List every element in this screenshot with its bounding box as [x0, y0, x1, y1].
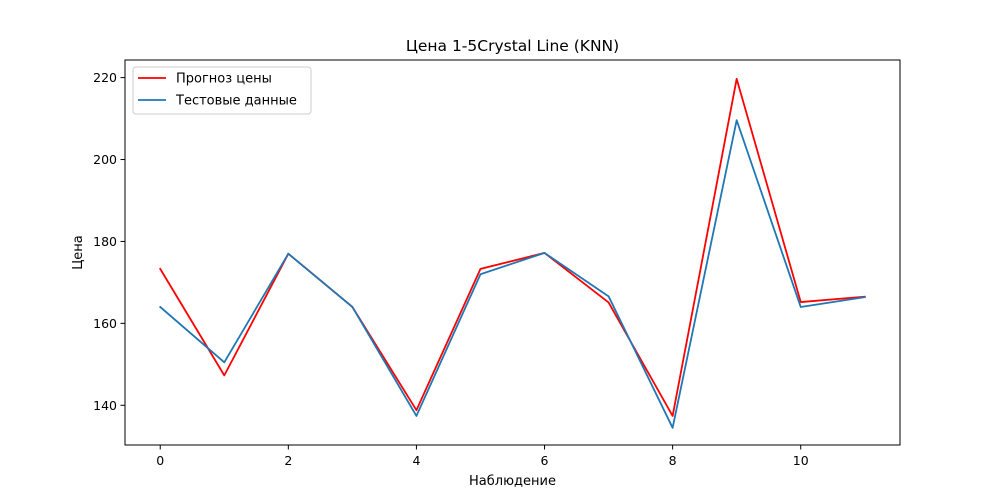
series-line-test-data [158, 119, 866, 429]
y-tick-label: 200 [93, 152, 117, 167]
x-tick-label: 2 [284, 453, 292, 468]
legend-box [132, 66, 312, 115]
x-tick-label: 8 [669, 453, 677, 468]
plot-area [124, 59, 901, 446]
legend-label-forecast: Прогноз цены [176, 72, 272, 87]
chart-title: Цена 1-5Crystal Line (KNN) [406, 37, 619, 55]
legend-label-test-data: Тестовые данные [175, 94, 297, 109]
y-tick-label: 140 [93, 398, 117, 413]
y-tick-label: 180 [93, 234, 117, 249]
x-tick-label: 4 [412, 453, 420, 468]
x-axis-ticks: 0 2 4 6 8 10 [156, 445, 809, 468]
series-lines [158, 77, 866, 429]
legend: Прогноз цены Тестовые данные [132, 66, 312, 115]
series-line-forecast [158, 77, 866, 417]
y-axis-label: Цена [71, 235, 86, 270]
y-axis-ticks: 140 160 180 200 220 [93, 70, 125, 413]
x-tick-label: 10 [793, 453, 809, 468]
x-axis-label: Наблюдение [469, 474, 556, 489]
x-tick-label: 0 [156, 453, 164, 468]
x-tick-label: 6 [541, 453, 549, 468]
y-tick-label: 160 [93, 316, 117, 331]
y-tick-label: 220 [93, 70, 117, 85]
axes-frame [124, 59, 901, 446]
